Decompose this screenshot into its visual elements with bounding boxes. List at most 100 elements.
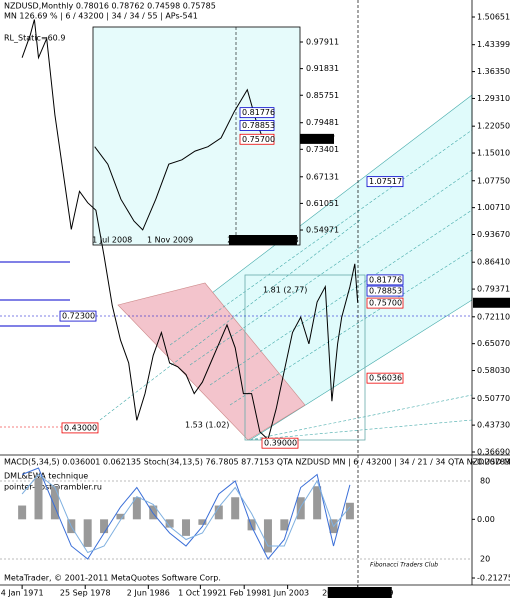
inset-y-tick-label: 0.61051 [306,199,339,208]
macd-bar [165,519,174,528]
x-tick-label: 2011.12.19 06:29 [322,589,393,598]
inset-y-tick-label: 0.97911 [306,38,339,47]
level-label: 0.75700 [369,299,402,308]
level-label: 0.75700 [242,135,275,144]
level-label: 0.39000 [264,439,297,448]
indicator-y-tick-label: 0.207831 [477,457,510,466]
inset-x-tick-label: 2011.12.19 06:28 [227,236,298,245]
level-label: 0.81776 [242,108,275,117]
indicator-y-tick-label: 0.00 [477,515,495,524]
level-label: 0.56036 [369,374,402,383]
fib-lines [99,129,473,441]
chart-subtitle: MN 126.69 % | 6 / 43200 | 34 / 34 / 55 |… [4,12,198,21]
price-tag [473,297,510,308]
level-box [366,274,404,286]
macd-bar [263,519,272,553]
level-label: 0.72300 [62,312,95,321]
inset-x-tick-label: 1 Nov 2009 [147,236,193,245]
level-box [366,176,404,188]
macd-bar [83,519,92,547]
inset-y-tick-label: 0.54971 [306,226,339,235]
price-tag-label: 0.75785 [475,298,508,307]
annotation: RL_Static=60.9 [4,34,65,43]
macd-bar [34,477,43,520]
level-box [366,285,404,297]
annotation: Fibonacci Traders Club [370,562,438,569]
stoch-tick-label: 20 [480,555,490,564]
y-tick-label: 0.79371 [477,285,510,294]
y-tick-label: 0.93670 [477,230,510,239]
macd-bar [50,486,59,520]
y-tick-label: 1.00710 [477,203,510,212]
inset-y-tick-label: 0.67131 [306,172,339,181]
x-tick-label: 2 Jun 1986 [127,589,170,598]
annotation: 1.53 (1.02) [185,421,229,430]
level-box [239,133,275,145]
macd-bar [231,497,240,520]
y-tick-label: 1.15010 [477,149,510,158]
macd-bar [313,486,322,520]
inset-y-tick-label: 0.91831 [306,64,339,73]
level-box [59,310,97,322]
y-tick-label: 0.58030 [477,366,510,375]
stoch-line [21,467,351,560]
macd-bar [214,505,223,520]
level-box [366,297,404,309]
level-box [61,422,99,434]
chart-title: NZDUSD,Monthly 0.78016 0.78762 0.74598 0… [4,2,216,11]
macd-bar [345,502,354,520]
level-label: 0.78853 [369,287,402,296]
price-line [21,19,359,441]
inset-x-tick-label: 1 Jul 2008 [92,236,132,245]
inset-price-line [94,88,264,231]
annotation: DML&EWA technique [4,472,88,481]
level-label: 0.81776 [369,275,402,284]
y-tick-label: 0.72110 [477,312,510,321]
y-tick-label: 1.50651 [477,13,510,22]
indicator-y-tick-label: -0.21275 [477,573,510,582]
level-box [366,372,404,384]
inset-price-tag [300,133,334,144]
level-box [239,120,275,131]
x-tick-label: 1 Jun 2003 [266,589,309,598]
y-tick-label: 0.86410 [477,258,510,267]
inset-y-tick-label: 0.79481 [306,118,339,127]
stoch-line [21,473,351,554]
macd-bar [198,519,207,525]
level-box [239,107,275,119]
level-label: 0.78853 [242,121,275,130]
annotation: 1.81 (2.77) [263,286,307,295]
x-tick-label: 1 Feb 1998 [222,589,267,598]
annotation: MetaTrader, © 2001-2011 MetaQuotes Softw… [4,574,221,583]
macd-bar [100,519,109,534]
y-tick-label: 1.29310 [477,94,510,103]
left-levels [0,261,70,327]
x-tick-label: 1 Oct 1992 [178,589,222,598]
y-tick-label: 0.50770 [477,394,510,403]
level-label: 0.43000 [64,423,97,432]
indicator-title: MACD(5,34,5) 0.036001 0.062135 Stoch(34,… [4,458,510,467]
y-tick-label: 0.36690 [477,447,510,456]
macd-bar [132,497,141,520]
macd-bar [296,497,305,520]
level-box [261,437,299,449]
y-tick-label: 1.43399 [477,40,510,49]
y-tick-label: 0.43730 [477,421,510,430]
y-tick-label: 1.22050 [477,122,510,131]
macd-bar [116,513,125,520]
macd-bar [182,519,191,536]
y-tick-label: 0.65070 [477,339,510,348]
x-tick-label: 4 Jan 1971 [1,589,44,598]
macd-bar [149,505,158,520]
time-tag [327,587,392,598]
inset-price-tag-label: 0.75787 [302,134,335,143]
level-label: 1.07517 [369,177,402,186]
macd-bar [247,519,256,531]
y-tick-label: 1.36350 [477,67,510,76]
inset-time-tag [228,235,297,245]
fib-box [244,274,366,441]
inset-y-tick-label: 0.73401 [306,145,339,154]
macd-bar [280,519,289,531]
x-tick-label: 25 Sep 1978 [60,589,111,598]
